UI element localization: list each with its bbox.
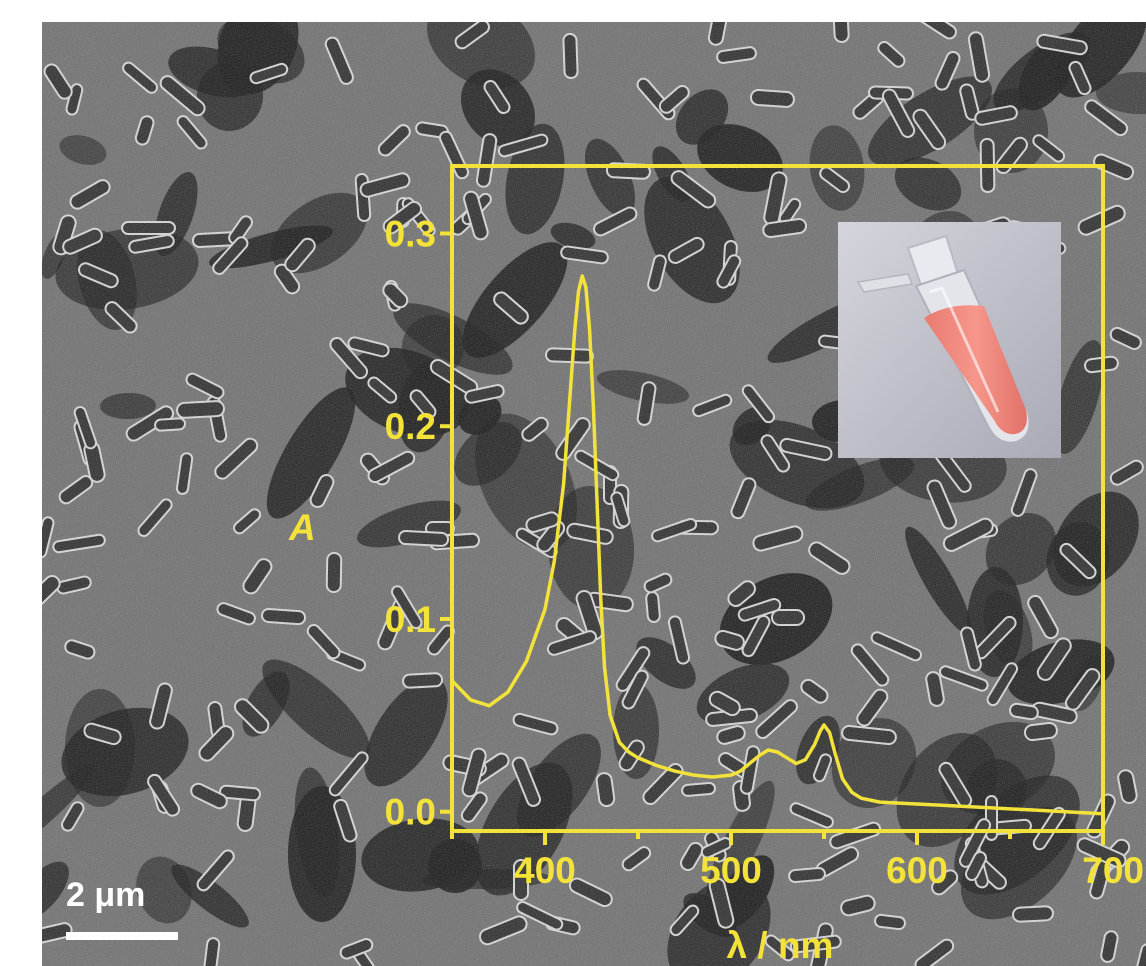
y-tick-label: 0.2 <box>385 406 436 447</box>
x-tick-label: 400 <box>514 850 576 891</box>
y-axis-label: A <box>288 507 316 548</box>
y-axis: 0.0 0.1 0.2 0.3 <box>385 213 452 833</box>
sample-vial-photo <box>838 222 1061 458</box>
x-axis-label: λ / nm <box>727 925 834 966</box>
y-tick-label: 0.1 <box>385 599 436 640</box>
absorbance-series-line <box>450 274 1104 816</box>
x-axis: 400 500 600 700 <box>450 831 1144 891</box>
plot-frame <box>450 164 1105 833</box>
scale-bar-label: 2 μm <box>66 876 146 914</box>
y-tick-label: 0.3 <box>385 213 436 254</box>
scale-bar <box>66 932 178 940</box>
x-tick-label: 700 <box>1082 850 1144 891</box>
x-tick-label: 600 <box>886 850 948 891</box>
y-tick-label: 0.0 <box>385 792 436 833</box>
x-tick-label: 500 <box>700 850 762 891</box>
